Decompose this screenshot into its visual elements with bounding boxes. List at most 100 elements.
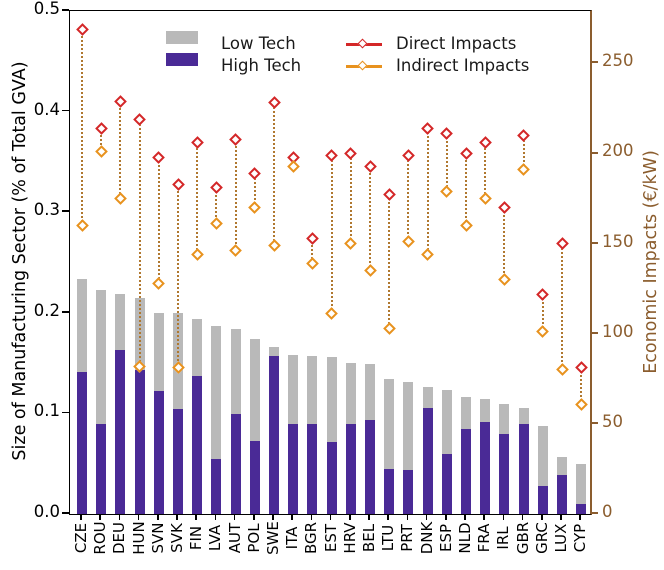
x-tick-DEU: [118, 514, 121, 520]
impact-range-line-ROU: [100, 128, 103, 152]
impact-range-line-PRT: [407, 155, 410, 242]
legend-label-direct-impacts: Direct Impacts: [396, 34, 517, 53]
x-tick-label-LUX: LUX: [552, 523, 570, 553]
x-tick-CYP: [579, 514, 582, 520]
y-left-tick-0.4: [62, 109, 69, 112]
bar-low-tech-CZE: [77, 278, 87, 373]
impact-range-line-HUN: [138, 119, 141, 367]
y-left-tick-0.0: [62, 512, 69, 514]
x-tick-AUT: [233, 514, 236, 520]
indirect-impact-marker-SWE: [267, 238, 281, 252]
bar-low-tech-LVA: [211, 325, 222, 459]
bar-high-tech-SWE: [269, 356, 279, 514]
legend-diamond-icon-indirect: [357, 60, 368, 71]
direct-impact-marker-ROU: [94, 121, 108, 135]
legend-item-indirect-impacts: Indirect Impacts: [346, 53, 556, 75]
x-tick-HUN: [137, 514, 140, 520]
impact-range-line-BEL: [369, 166, 371, 271]
x-tick-label-FRA: FRA: [475, 523, 494, 553]
bar-low-tech-NLD: [461, 397, 471, 430]
indirect-impact-marker-HRV: [344, 237, 358, 250]
bar-low-tech-DNK: [422, 387, 433, 409]
impact-range-line-CYP: [580, 367, 583, 404]
x-tick-CZE: [80, 514, 82, 520]
x-tick-ITA: [291, 514, 294, 520]
impact-range-line-AUT: [234, 139, 237, 251]
x-tick-label-ROU: ROU: [91, 521, 110, 555]
bar-low-tech-HRV: [345, 363, 356, 425]
direct-impact-marker-HRV: [344, 147, 358, 160]
bar-high-tech-IRL: [499, 433, 510, 514]
y-left-tick-0.5: [62, 9, 69, 11]
x-tick-ESP: [444, 514, 447, 520]
impact-range-line-POL: [253, 173, 256, 208]
direct-impact-marker-SVN: [152, 150, 166, 164]
direct-impact-marker-HUN: [133, 112, 146, 126]
bar-high-tech-LUX: [557, 474, 567, 514]
bar-low-tech-CYP: [576, 463, 587, 504]
x-tick-label-DEU: DEU: [110, 521, 129, 555]
bar-high-tech-BGR: [307, 424, 318, 514]
x-tick-DNK: [425, 514, 428, 520]
bar-high-tech-AUT: [230, 414, 241, 514]
x-tick-PRT: [406, 514, 409, 520]
indirect-impact-marker-NLD: [459, 219, 473, 232]
x-tick-POL: [252, 514, 255, 520]
bar-low-tech-SVN: [153, 312, 164, 392]
x-tick-label-GRC: GRC: [532, 522, 551, 554]
x-tick-FRA: [483, 514, 486, 520]
legend-label-low-tech: Low Tech: [221, 34, 296, 53]
x-tick-label-HRV: HRV: [340, 522, 359, 554]
impact-range-line-GRC: [541, 294, 544, 332]
x-tick-LVA: [214, 514, 217, 520]
impact-range-line-LUX: [561, 243, 563, 370]
legend-swatch-low-tech: [166, 31, 198, 44]
impact-range-line-ESP: [445, 133, 448, 192]
y-left-tick-label-0.2: 0.2: [33, 300, 60, 320]
y-right-tick-50: [591, 421, 598, 424]
legend-item-high-tech: High Tech: [166, 53, 336, 75]
x-tick-label-POL: POL: [244, 523, 263, 553]
x-tick-label-HUN: HUN: [129, 521, 148, 555]
x-tick-label-DNK: DNK: [417, 521, 436, 555]
legend-diamond-icon-direct: [357, 38, 368, 49]
bar-low-tech-ROU: [96, 289, 107, 425]
indirect-impact-marker-POL: [248, 201, 262, 214]
direct-impact-marker-BEL: [363, 159, 377, 173]
bar-low-tech-LTU: [384, 379, 395, 469]
bar-low-tech-ITA: [288, 355, 299, 425]
y-right-tick-label-250: 250: [602, 51, 634, 71]
direct-impact-marker-DNK: [421, 121, 434, 135]
x-tick-SVK: [176, 514, 178, 520]
direct-impact-marker-LTU: [382, 188, 396, 202]
indirect-impact-marker-DEU: [114, 192, 127, 205]
x-tick-label-FIN: FIN: [187, 525, 206, 551]
bar-high-tech-SVK: [173, 409, 183, 514]
x-tick-IRL: [502, 514, 505, 520]
y-left-tick-label-0.3: 0.3: [33, 200, 60, 220]
bar-high-tech-POL: [249, 440, 260, 514]
bar-high-tech-NLD: [461, 429, 471, 514]
y-axis-label-left: Size of Manufacturing Sector (% of Total…: [10, 61, 30, 461]
x-tick-label-BEL: BEL: [360, 523, 378, 553]
indirect-impact-marker-LTU: [382, 321, 396, 335]
bar-high-tech-SVN: [153, 391, 164, 514]
direct-impact-marker-CYP: [574, 361, 588, 375]
legend-label-indirect-impacts: Indirect Impacts: [396, 56, 530, 75]
indirect-impact-marker-AUT: [229, 244, 242, 258]
bar-low-tech-GRC: [537, 426, 548, 486]
direct-impact-marker-PRT: [402, 148, 415, 162]
direct-impact-marker-LVA: [210, 181, 223, 195]
x-tick-BEL: [368, 514, 370, 520]
x-tick-label-IRL: IRL: [494, 526, 513, 550]
bar-low-tech-IRL: [499, 404, 510, 434]
impact-range-line-CZE: [81, 29, 83, 226]
x-tick-label-ESP: ESP: [436, 523, 455, 553]
bar-low-tech-BEL: [365, 364, 375, 421]
impact-range-line-GBR: [522, 135, 525, 170]
direct-impact-marker-ESP: [440, 127, 454, 140]
indirect-impact-marker-GBR: [517, 163, 530, 177]
bar-high-tech-EST: [326, 441, 337, 514]
impact-range-line-NLD: [465, 153, 467, 226]
x-tick-label-SVK: SVK: [168, 523, 186, 553]
